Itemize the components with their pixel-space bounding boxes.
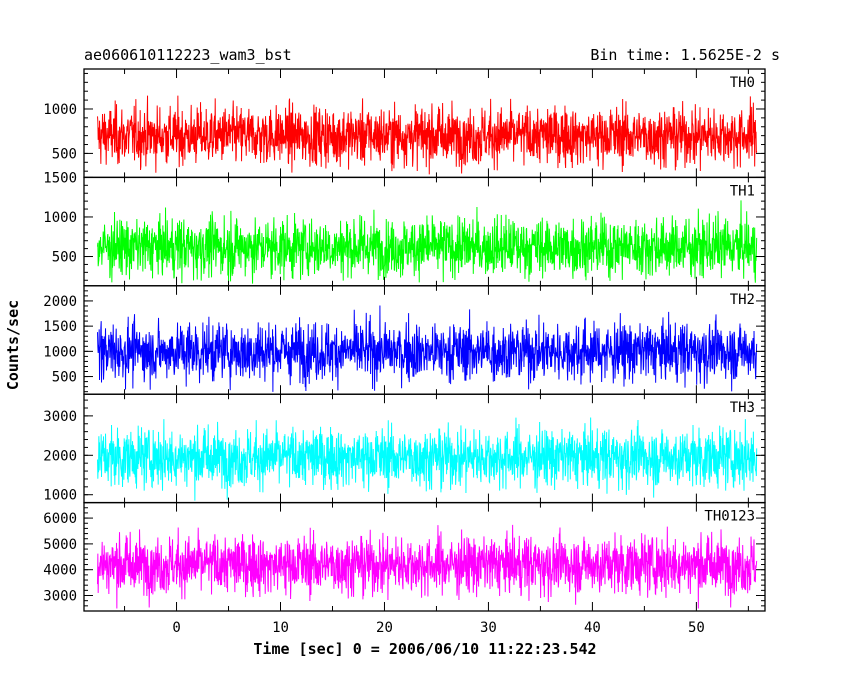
series-th0123-line	[97, 524, 758, 609]
y-tick-label: 500	[52, 370, 77, 386]
y-tick-label: 500	[52, 146, 77, 162]
y-axis-label: Counts/sec	[4, 300, 22, 390]
y-tick-label: 3000	[43, 409, 77, 425]
y-tick-label: 1000	[43, 344, 77, 360]
panel-label-th2: TH2	[730, 292, 755, 308]
y-tick-label: 6000	[43, 511, 77, 527]
y-tick-label: 4000	[43, 563, 77, 579]
chart-title: ae060610112223_wam3_bst	[84, 46, 292, 64]
y-tick-label: 1000	[43, 488, 77, 504]
panel-label-th3: TH3	[730, 400, 755, 416]
bin-time-label: Bin time: 1.5625E-2 s	[590, 46, 780, 64]
x-tick-label: 20	[376, 620, 393, 636]
y-tick-label: 2000	[43, 448, 77, 464]
panel-frame-th0123	[83, 501, 766, 612]
y-tick-label: 500	[52, 250, 77, 266]
y-tick-label: 1000	[43, 210, 77, 226]
y-tick-label: 1500	[43, 319, 77, 335]
y-tick-label: 2000	[43, 294, 77, 310]
x-tick-label: 50	[688, 620, 705, 636]
panel-label-th0: TH0	[730, 75, 755, 91]
series-th2-line	[97, 305, 758, 392]
y-tick-label: 1500	[43, 170, 77, 186]
series-th3-line	[97, 417, 758, 501]
x-tick-label: 0	[172, 620, 180, 636]
series-th1-line	[97, 200, 758, 284]
series-th0-line	[97, 95, 758, 175]
x-axis-label: Time [sec] 0 = 2006/06/10 11:22:23.542	[253, 640, 596, 658]
x-tick-label: 30	[480, 620, 497, 636]
panel-label-th0123: TH0123	[704, 509, 755, 525]
y-tick-label: 1000	[43, 102, 77, 118]
y-tick-label: 3000	[43, 589, 77, 605]
y-tick-label: 5000	[43, 537, 77, 553]
panel-label-th1: TH1	[730, 183, 755, 199]
x-tick-label: 10	[272, 620, 289, 636]
x-tick-label: 40	[584, 620, 601, 636]
